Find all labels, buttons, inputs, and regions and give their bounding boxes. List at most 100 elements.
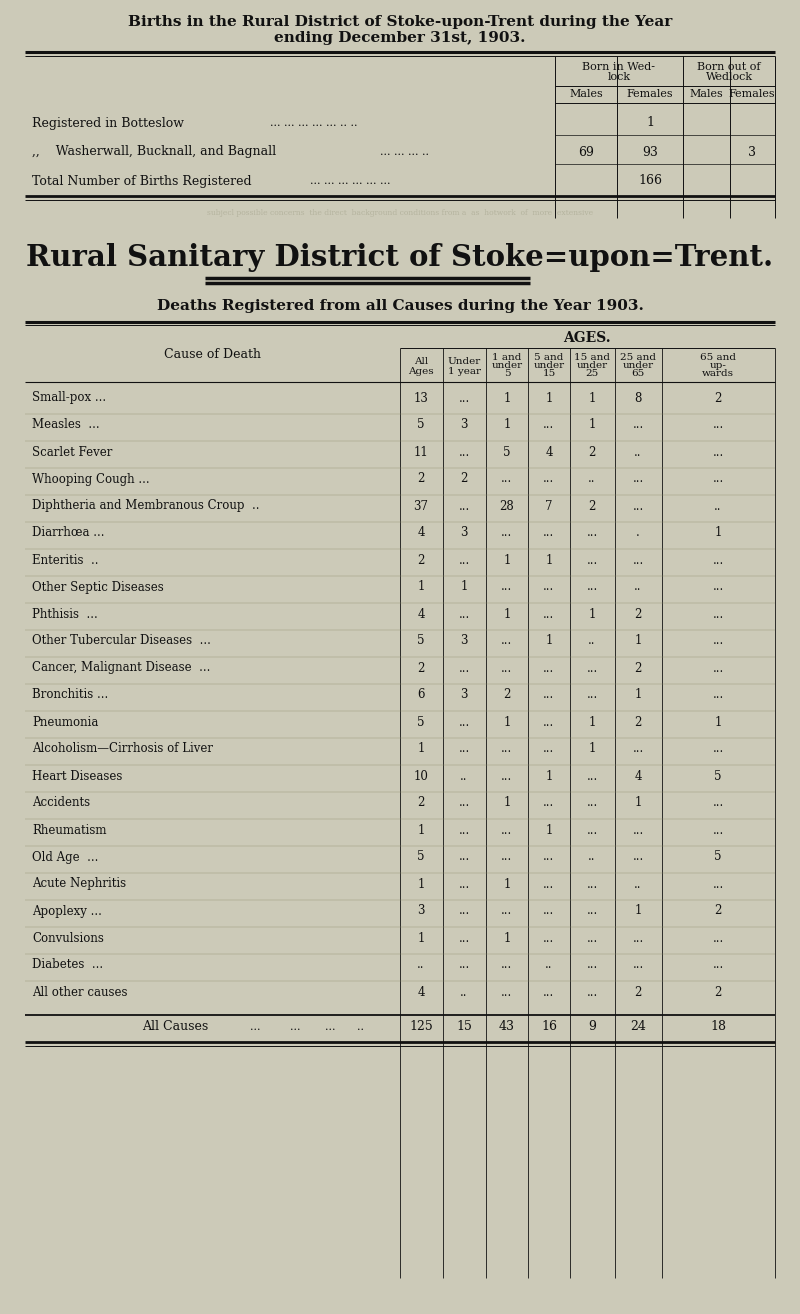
- Text: ... ... ... ... ... ...: ... ... ... ... ... ...: [310, 176, 390, 187]
- Text: Born out of: Born out of: [698, 62, 761, 72]
- Text: ...: ...: [586, 553, 598, 566]
- Text: ...: ...: [586, 581, 598, 594]
- Text: 166: 166: [638, 175, 662, 188]
- Text: lock: lock: [607, 72, 630, 81]
- Text: ..: ..: [460, 986, 468, 999]
- Text: 4: 4: [418, 986, 425, 999]
- Text: Other Tubercular Diseases  ...: Other Tubercular Diseases ...: [32, 635, 211, 648]
- Text: ...: ...: [543, 581, 554, 594]
- Text: 1: 1: [588, 392, 596, 405]
- Text: 5: 5: [503, 445, 510, 459]
- Text: ...: ...: [458, 445, 470, 459]
- Text: ...: ...: [712, 689, 724, 702]
- Text: Cause of Death: Cause of Death: [165, 347, 262, 360]
- Text: ...: ...: [502, 904, 513, 917]
- Text: 4: 4: [546, 445, 553, 459]
- Text: 3: 3: [460, 689, 468, 702]
- Text: ...: ...: [586, 661, 598, 674]
- Text: 1: 1: [418, 742, 425, 756]
- Text: 1: 1: [714, 527, 722, 540]
- Text: up-: up-: [710, 361, 726, 371]
- Text: 1: 1: [546, 392, 553, 405]
- Text: 1: 1: [546, 770, 553, 783]
- Text: ending December 31st, 1903.: ending December 31st, 1903.: [274, 32, 526, 45]
- Text: 2: 2: [714, 392, 722, 405]
- Text: 1: 1: [503, 553, 510, 566]
- Text: Enteritis  ..: Enteritis ..: [32, 553, 98, 566]
- Text: 3: 3: [460, 635, 468, 648]
- Text: ...: ...: [458, 904, 470, 917]
- Text: 1: 1: [503, 878, 510, 891]
- Text: 125: 125: [409, 1021, 433, 1034]
- Text: Other Septic Diseases: Other Septic Diseases: [32, 581, 164, 594]
- Text: wards: wards: [702, 369, 734, 378]
- Text: 5 and: 5 and: [534, 353, 564, 363]
- Text: 3: 3: [460, 527, 468, 540]
- Text: Accidents: Accidents: [32, 796, 90, 809]
- Text: 5: 5: [714, 770, 722, 783]
- Text: 4: 4: [418, 527, 425, 540]
- Text: ...: ...: [458, 392, 470, 405]
- Text: ..: ..: [588, 635, 596, 648]
- Text: ...: ...: [712, 635, 724, 648]
- Text: ,,    Washerwall, Bucknall, and Bagnall: ,, Washerwall, Bucknall, and Bagnall: [32, 146, 276, 159]
- Text: ...: ...: [458, 661, 470, 674]
- Text: ...: ...: [458, 742, 470, 756]
- Text: Diphtheria and Membranous Croup  ..: Diphtheria and Membranous Croup ..: [32, 499, 259, 512]
- Text: ...: ...: [502, 850, 513, 863]
- Text: ..: ..: [546, 958, 553, 971]
- Text: 13: 13: [414, 392, 429, 405]
- Text: ...: ...: [543, 904, 554, 917]
- Text: Diabetes  ...: Diabetes ...: [32, 958, 103, 971]
- Text: Bronchitis ...: Bronchitis ...: [32, 689, 108, 702]
- Text: 2: 2: [588, 445, 596, 459]
- Text: 1: 1: [588, 742, 596, 756]
- Text: 3: 3: [460, 418, 468, 431]
- Text: Scarlet Fever: Scarlet Fever: [32, 445, 112, 459]
- Text: Males: Males: [569, 89, 603, 99]
- Text: ...: ...: [586, 796, 598, 809]
- Text: Males: Males: [689, 89, 723, 99]
- Text: Females: Females: [626, 89, 674, 99]
- Text: ...: ...: [458, 958, 470, 971]
- Text: 1: 1: [503, 418, 510, 431]
- Text: ...: ...: [458, 850, 470, 863]
- Text: ...: ...: [502, 770, 513, 783]
- Text: ..: ..: [357, 1022, 363, 1031]
- Text: Cancer, Malignant Disease  ...: Cancer, Malignant Disease ...: [32, 661, 210, 674]
- Text: Old Age  ...: Old Age ...: [32, 850, 98, 863]
- Text: 1: 1: [503, 392, 510, 405]
- Text: 5: 5: [714, 850, 722, 863]
- Text: 16: 16: [541, 1021, 557, 1034]
- Text: ...: ...: [458, 796, 470, 809]
- Text: ...: ...: [458, 824, 470, 837]
- Text: ...: ...: [632, 473, 644, 485]
- Text: ...: ...: [712, 878, 724, 891]
- Text: .: .: [636, 527, 640, 540]
- Text: ...: ...: [543, 473, 554, 485]
- Text: Rheumatism: Rheumatism: [32, 824, 106, 837]
- Text: ..: ..: [418, 958, 425, 971]
- Text: 1: 1: [503, 716, 510, 728]
- Text: ...: ...: [632, 418, 644, 431]
- Text: ...: ...: [502, 635, 513, 648]
- Text: 10: 10: [414, 770, 429, 783]
- Text: ...: ...: [712, 742, 724, 756]
- Text: ...: ...: [632, 850, 644, 863]
- Text: 2: 2: [418, 661, 425, 674]
- Text: ...: ...: [502, 824, 513, 837]
- Text: Total Number of Births Registered: Total Number of Births Registered: [32, 175, 252, 188]
- Text: ...: ...: [632, 958, 644, 971]
- Text: ... ... ... ..: ... ... ... ..: [380, 147, 429, 156]
- Text: ...: ...: [502, 661, 513, 674]
- Text: ..: ..: [634, 878, 642, 891]
- Text: 69: 69: [578, 146, 594, 159]
- Text: 65 and: 65 and: [700, 353, 736, 363]
- Text: 2: 2: [418, 553, 425, 566]
- Text: 2: 2: [714, 986, 722, 999]
- Text: Diarrhœa ...: Diarrhœa ...: [32, 527, 105, 540]
- Text: 5: 5: [418, 635, 425, 648]
- Text: ..: ..: [634, 581, 642, 594]
- Text: 4: 4: [634, 770, 642, 783]
- Text: under: under: [491, 361, 522, 371]
